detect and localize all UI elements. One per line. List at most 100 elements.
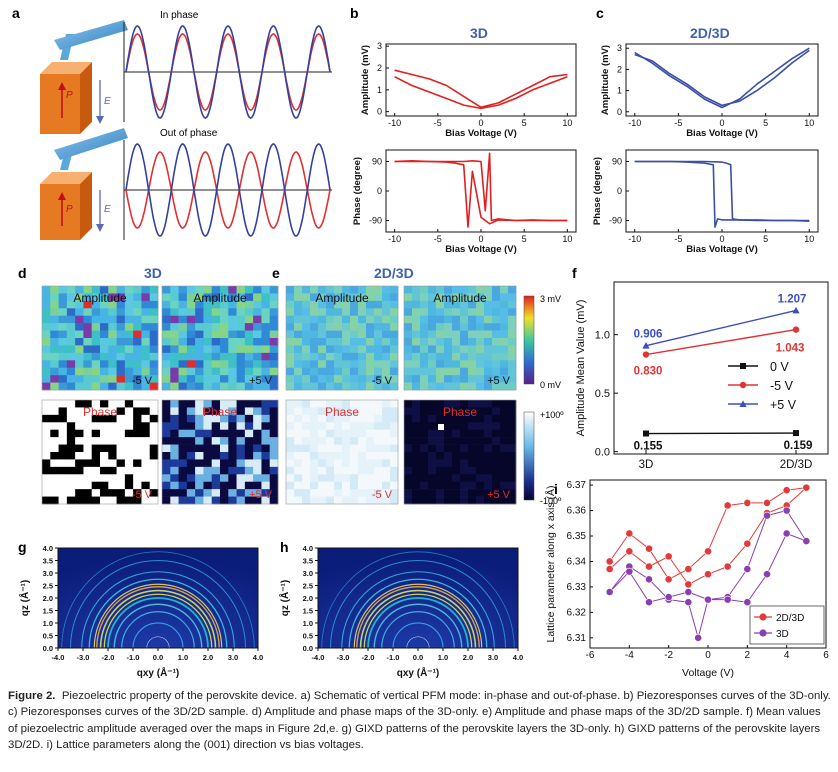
diffraction-ring: [113, 603, 203, 649]
map-pixel: [358, 323, 367, 331]
map-pixel: [66, 382, 76, 391]
map-pixel: [100, 429, 109, 438]
map-pixel: [100, 414, 109, 423]
map-pixel: [108, 286, 117, 294]
map-pixel: [100, 459, 109, 468]
map-pixel: [203, 308, 213, 317]
data-point: [684, 580, 693, 589]
data-point: [625, 529, 634, 538]
map-pixel: [286, 474, 295, 483]
map-pixel: [236, 330, 246, 339]
map-pixel: [436, 452, 445, 460]
map-pixel: [116, 352, 126, 361]
map-pixel: [269, 293, 279, 302]
map-pixel: [116, 481, 126, 490]
map-pixel: [162, 345, 171, 354]
map-pixel: [428, 352, 437, 361]
map-pixel: [350, 382, 359, 391]
map-pixel: [500, 422, 509, 431]
map-pixel: [500, 382, 509, 391]
map-pixel: [500, 407, 509, 416]
data-point: [642, 351, 650, 358]
map-pixel: [294, 315, 303, 324]
map-pixel: [228, 429, 237, 438]
map-pixel: [334, 345, 343, 354]
map-pixel: [244, 489, 254, 497]
map-pixel: [404, 315, 413, 324]
map-pixel: [508, 437, 517, 445]
map-pixel: [244, 308, 254, 317]
map-pixel: [244, 338, 254, 346]
map-pixel: [50, 496, 59, 505]
map-pixel: [170, 496, 179, 505]
map-pixel: [460, 345, 469, 354]
map-pixel: [412, 323, 421, 331]
map-pixel: [66, 422, 76, 431]
map-pixel: [460, 323, 469, 331]
map-pixel: [203, 414, 213, 423]
map-pixel: [436, 308, 445, 317]
map-pixel: [66, 360, 76, 369]
map-pixel: [195, 286, 204, 294]
map-pixel: [203, 382, 213, 391]
map-pixel: [141, 422, 151, 431]
map-pixel: [326, 338, 335, 346]
map-pixel: [468, 474, 477, 483]
map-pixel: [269, 414, 279, 423]
map-pixel: [228, 437, 237, 445]
map-pixel: [149, 338, 159, 346]
map-pixel: [358, 459, 367, 468]
map-pixel: [133, 330, 142, 339]
data-point: [664, 575, 673, 584]
map-pixel: [326, 300, 335, 309]
map-pixel: [420, 437, 429, 445]
map-pixel: [58, 360, 68, 369]
map-pixel: [358, 400, 367, 408]
map-pixel: [412, 345, 421, 354]
map-pixel: [460, 466, 469, 475]
map-pixel: [444, 375, 453, 383]
map-pixel: [50, 323, 59, 331]
map-pixel: [484, 474, 493, 483]
panel-label-c: c: [596, 5, 604, 21]
map-pixel: [286, 400, 295, 408]
map-pixel: [186, 474, 196, 483]
map-pixel: [390, 323, 399, 331]
map-pixel: [108, 429, 117, 438]
map-pixel: [390, 330, 399, 339]
map-pixel: [342, 444, 351, 453]
data-point: [642, 342, 650, 349]
map-pixel: [124, 466, 134, 475]
map-pixel: [203, 367, 213, 376]
map-pixel: [428, 308, 437, 317]
map-pixel: [390, 466, 399, 475]
map-pixel: [350, 429, 359, 438]
map-pixel: [444, 466, 453, 475]
map-pixel: [310, 286, 319, 294]
map-pixel: [342, 466, 351, 475]
map-pixel: [404, 452, 413, 460]
map-pixel: [124, 345, 134, 354]
map-pixel: [294, 308, 303, 317]
map-pixel: [428, 367, 437, 376]
map-pixel: [318, 466, 327, 475]
map-pixel: [508, 459, 517, 468]
map-pixel: [42, 323, 51, 331]
pfm-schematic-out-of-phase: P E: [40, 128, 128, 240]
map-pixel: [382, 338, 391, 346]
x-tick-label: -10: [388, 118, 401, 128]
map-pixel: [162, 360, 171, 369]
map-pixel: [374, 452, 383, 460]
map-pixel: [244, 293, 254, 302]
map-pixel: [428, 315, 437, 324]
map-pixel: [310, 360, 319, 369]
map-pixel: [58, 352, 68, 361]
map-pixel: [116, 459, 126, 468]
map-pixel: [91, 481, 101, 490]
map-pixel: [220, 345, 229, 354]
amplitude-scale-max: 3 mV: [540, 294, 561, 304]
map-pixel: [294, 489, 303, 497]
map-pixel: [412, 338, 421, 346]
map-pixel: [203, 496, 213, 505]
map-pixel: [50, 367, 59, 376]
